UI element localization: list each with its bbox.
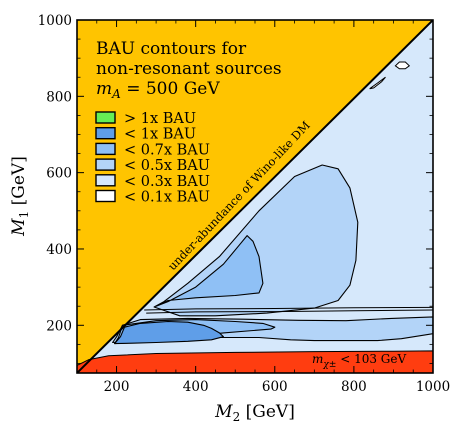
chart-title-line-1: BAU contours for bbox=[96, 39, 247, 59]
legend-swatch bbox=[95, 126, 116, 140]
chart-title-line-3: mA = 500 GeV bbox=[96, 79, 220, 101]
legend-swatch bbox=[95, 158, 116, 171]
y-tick-label: 800 bbox=[46, 89, 72, 105]
contour-region-5 bbox=[114, 320, 224, 345]
contour-line-1 bbox=[144, 306, 433, 311]
legend-label: > 1x BAU bbox=[124, 111, 196, 127]
x-tick-label: 1000 bbox=[416, 379, 450, 395]
contour-line-2 bbox=[146, 309, 433, 314]
y-axis-label: M1 [GeV] bbox=[9, 156, 31, 237]
legend-label: < 0.7x BAU bbox=[124, 142, 210, 158]
x-tick-label: 200 bbox=[104, 379, 130, 395]
legend: > 1x BAU< 1x BAU< 0.7x BAU< 0.5x BAU< 0.… bbox=[95, 111, 210, 206]
legend-label: < 0.3x BAU bbox=[124, 174, 210, 190]
legend-label: < 0.5x BAU bbox=[124, 158, 210, 174]
diagonal-boundary-line bbox=[77, 20, 433, 373]
legend-swatch bbox=[95, 142, 116, 156]
legend-swatch bbox=[95, 111, 116, 124]
contour-island-1 bbox=[394, 61, 411, 70]
chargino-bound-label: mχ± < 103 GeV bbox=[312, 352, 406, 370]
y-tick-label: 600 bbox=[46, 166, 72, 182]
x-tick-label: 600 bbox=[262, 379, 288, 395]
legend-swatch bbox=[95, 189, 116, 203]
y-tick-label: 200 bbox=[46, 318, 72, 334]
contour-region-1 bbox=[153, 164, 359, 317]
legend-label: < 0.1x BAU bbox=[124, 190, 210, 206]
y-tick-label: 1000 bbox=[38, 13, 72, 29]
x-tick-label: 400 bbox=[183, 379, 209, 395]
y-tick-label: 400 bbox=[46, 242, 72, 258]
legend-label: < 1x BAU bbox=[124, 127, 196, 143]
contour-region-2 bbox=[155, 235, 264, 307]
x-tick-label: 800 bbox=[341, 379, 367, 395]
chargino-bound-region bbox=[77, 350, 433, 373]
chart-title-line-2: non-resonant sources bbox=[96, 59, 282, 79]
legend-swatch bbox=[95, 174, 116, 187]
contour-island-2 bbox=[369, 76, 386, 90]
x-axis-label: M2 [GeV] bbox=[214, 402, 295, 424]
